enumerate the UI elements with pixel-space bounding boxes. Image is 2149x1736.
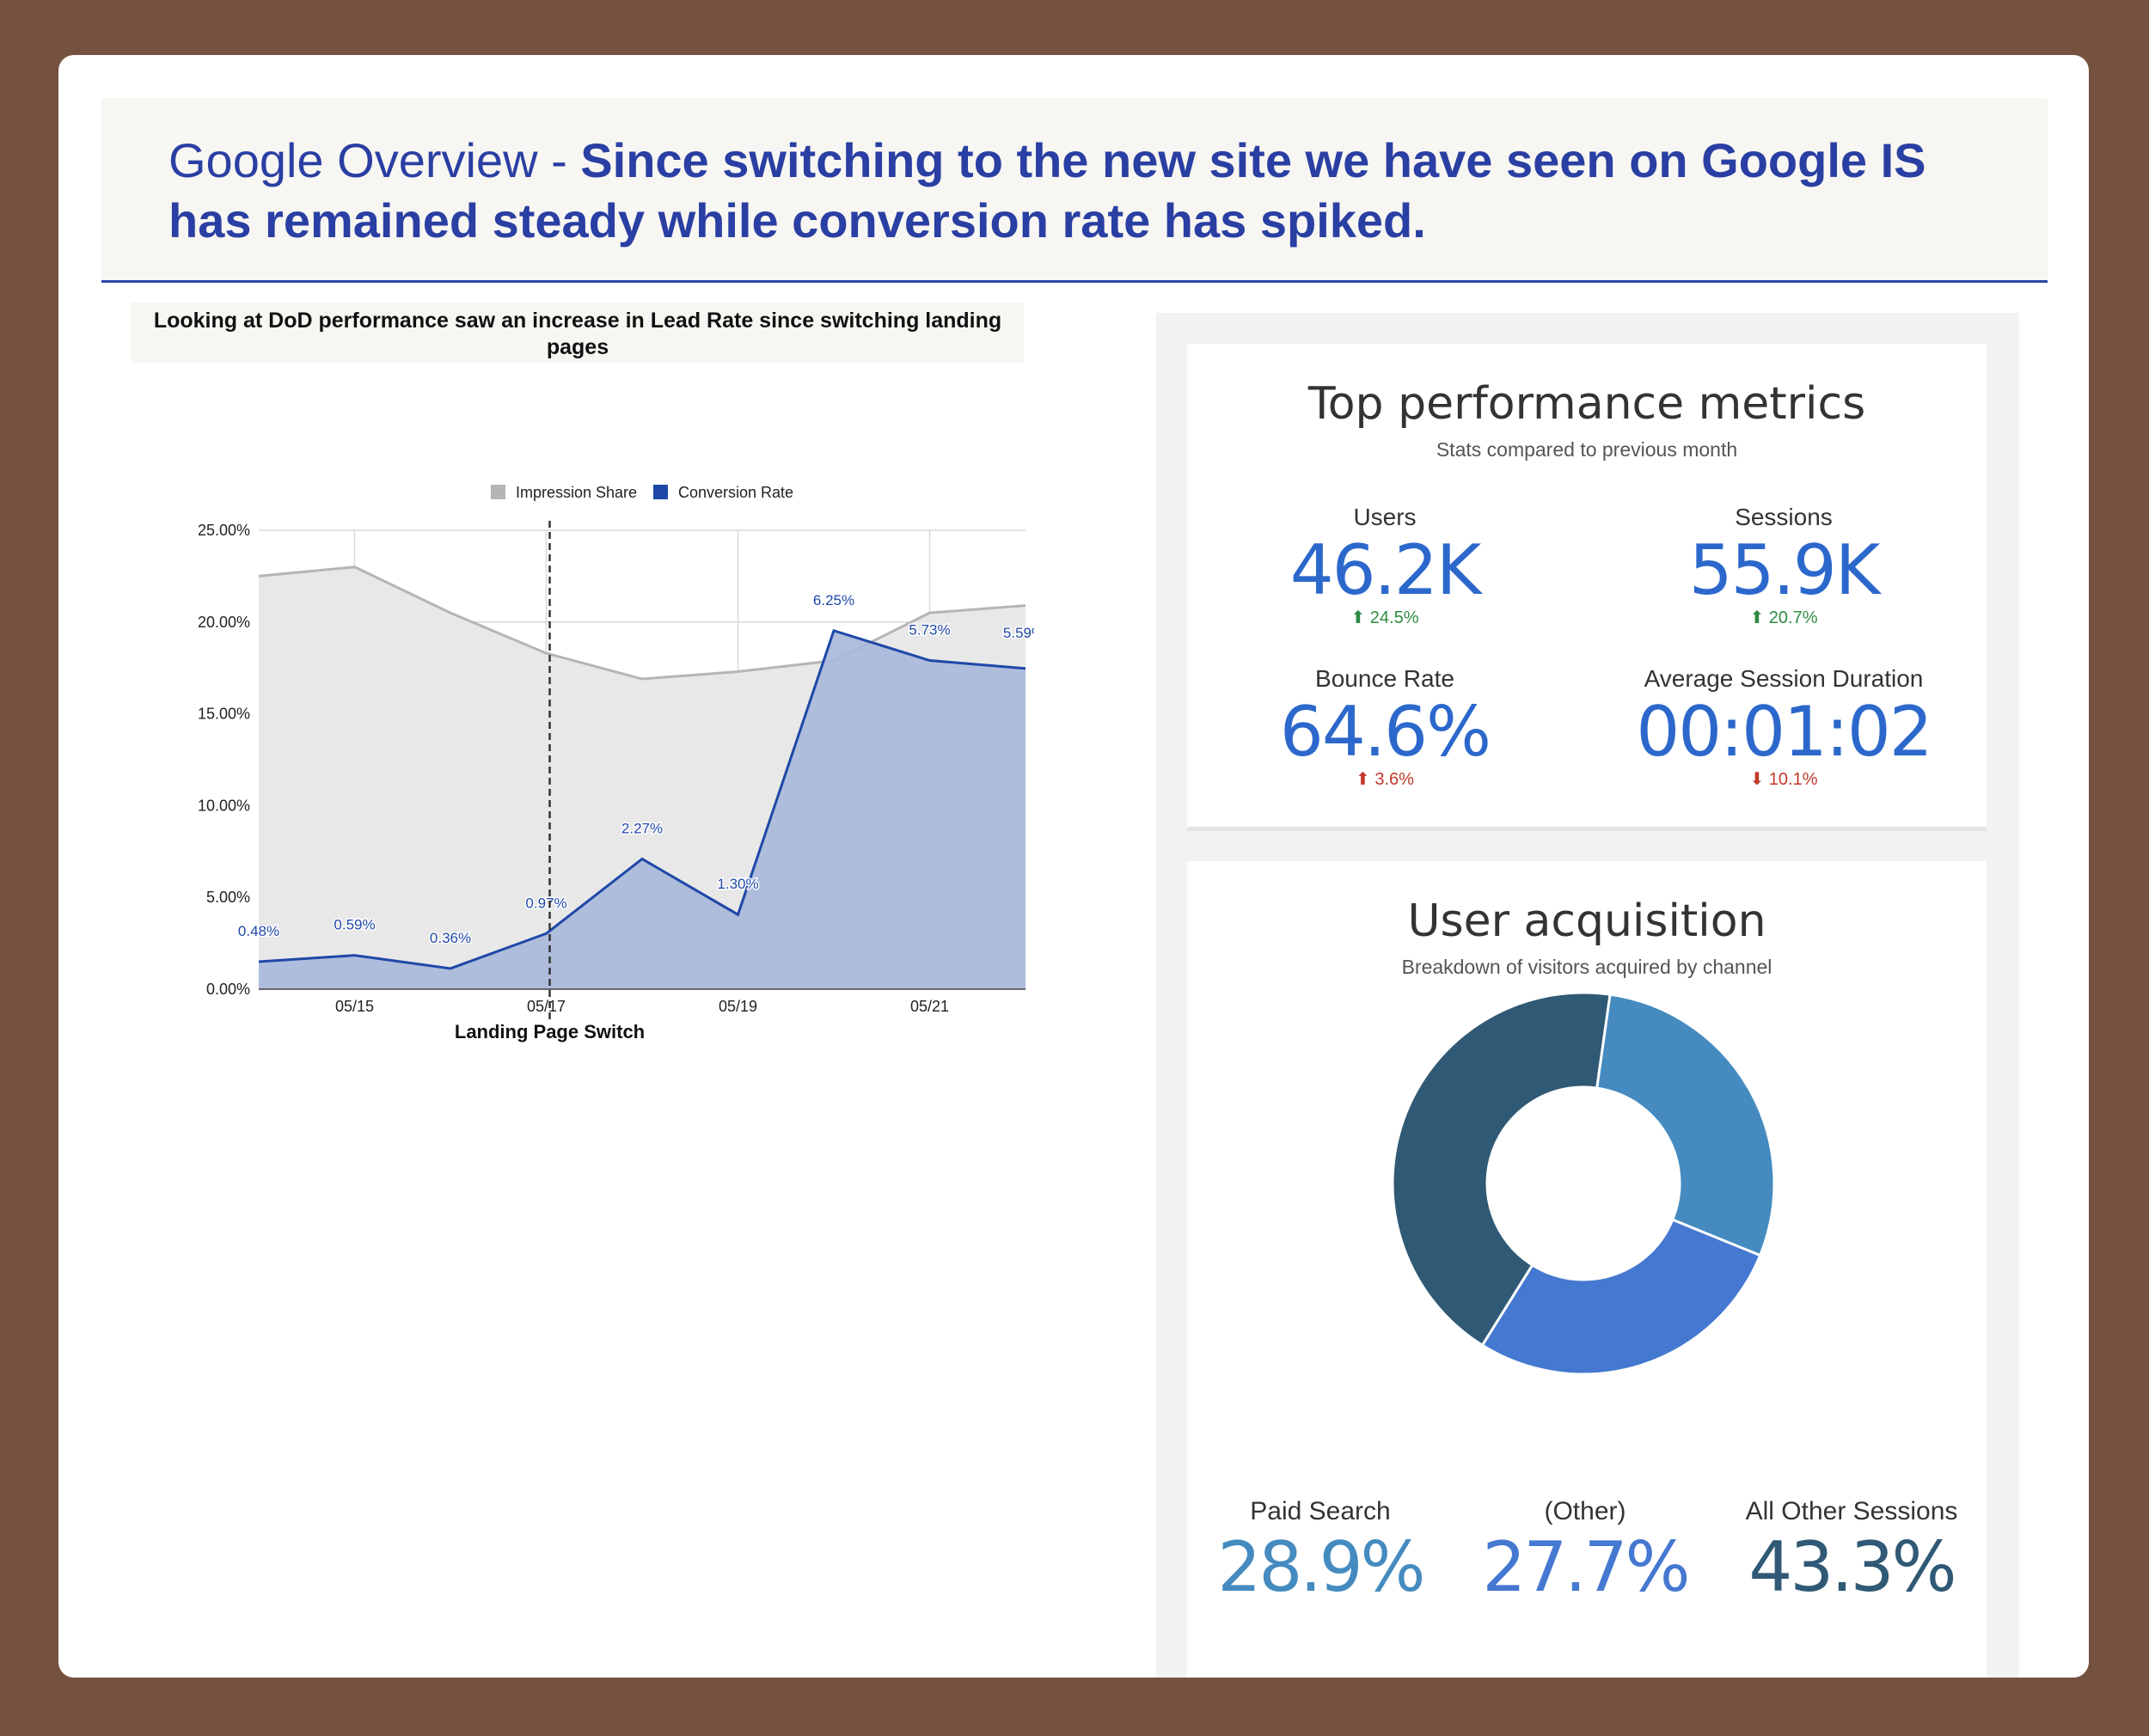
x-tick-label: 05/17 [527, 998, 566, 1015]
metric-value: 64.6% [1279, 692, 1491, 772]
x-tick-label: 05/19 [719, 998, 757, 1015]
data-label: 2.27% [621, 820, 663, 836]
y-left-tick-label: 5.00% [206, 889, 250, 906]
data-label: 0.59% [334, 917, 375, 933]
channel-paid-search: Paid Search 28.9% [1183, 1492, 1458, 1604]
data-label: 0.36% [430, 930, 471, 946]
top-metrics-card: Top performance metrics Stats compared t… [1187, 344, 1987, 831]
metrics-subtitle: Stats compared to previous month [1436, 438, 1738, 461]
metric-value: 55.9K [1688, 530, 1881, 610]
y-left-tick-label: 20.00% [198, 614, 250, 631]
legend-swatch [653, 485, 668, 499]
impression-conversion-chart: Impression Share Conversion Rate 0.00% 5.00… [198, 484, 1034, 1042]
delta-value: 3.6% [1375, 770, 1414, 789]
legend-label: Conversion Rate [678, 484, 793, 501]
data-label: 1.30% [717, 876, 758, 892]
title-headline: Since switching to the new site we have … [168, 133, 1926, 248]
metric-sessions: Sessions 55.9K ⬆ 20.7% [1586, 500, 1981, 629]
acquisition-subtitle: Breakdown of visitors acquired by channe… [1401, 956, 1772, 978]
y-left-tick-label: 0.00% [206, 981, 250, 998]
legend-swatch [491, 485, 505, 499]
metric-label: Sessions [1735, 504, 1833, 530]
acquisition-title: User acquisition [1407, 896, 1766, 947]
channel-label: Paid Search [1250, 1497, 1391, 1525]
legend-label: Impression Share [516, 484, 637, 501]
x-axis-label: Landing Page Switch [455, 1021, 645, 1042]
y-left-tick-label: 10.00% [198, 797, 250, 814]
arrow-down-icon: ⬇ [1749, 770, 1765, 789]
y-left-tick-label: 25.00% [198, 522, 250, 539]
donut-slice-paid-search [1595, 993, 1776, 1257]
user-acquisition-card: User acquisition Breakdown of visitors a… [1187, 861, 1987, 1678]
channel-value: 27.7% [1482, 1527, 1690, 1607]
metric-value: 00:01:02 [1636, 692, 1932, 772]
y-left-tick-label: 15.00% [198, 706, 250, 723]
metric-label: Users [1353, 504, 1417, 530]
arrow-up-icon: ⬆ [1350, 608, 1366, 627]
metric-delta: ⬆ 20.7% [1586, 607, 1981, 629]
x-tick-label: 05/15 [335, 998, 374, 1015]
conversion-rate-area [259, 630, 1026, 989]
impression-share-line [258, 565, 1026, 681]
arrow-up-icon: ⬆ [1356, 770, 1370, 789]
channel-other: (Other) 27.7% [1448, 1492, 1723, 1604]
donut-slice-other [1480, 1218, 1762, 1376]
donut-slice-all-other-sessions [1391, 991, 1612, 1348]
metric-delta: ⬇ 10.1% [1586, 768, 1981, 791]
metric-delta: ⬆ 3.6% [1187, 768, 1583, 791]
x-tick-label: 05/21 [910, 998, 949, 1015]
page-title: Google Overview - Since switching to the… [168, 131, 2017, 251]
channel-value: 43.3% [1748, 1527, 1956, 1607]
metric-value: 46.2K [1289, 530, 1482, 610]
data-label: 0.97% [525, 895, 566, 911]
arrow-up-icon: ⬆ [1749, 608, 1765, 627]
data-label: 5.59% [1003, 625, 1034, 641]
metric-avg-session-duration: Average Session Duration 00:01:02 ⬇ 10.1… [1586, 662, 1981, 791]
delta-value: 20.7% [1768, 608, 1818, 627]
metric-label: Average Session Duration [1644, 665, 1924, 692]
chart-title-box: Looking at DoD performance saw an increa… [132, 303, 1024, 363]
data-label: 5.73% [909, 622, 950, 639]
channel-value: 28.9% [1217, 1527, 1425, 1607]
right-panel: Top performance metrics Stats compared t… [1156, 313, 2019, 1678]
conversion-rate-line [258, 628, 1026, 970]
metric-users: Users 46.2K ⬆ 24.5% [1187, 500, 1583, 629]
delta-value: 10.1% [1768, 770, 1818, 789]
data-label: 6.25% [813, 592, 854, 608]
title-prefix: Google Overview - [168, 133, 581, 187]
metric-label: Bounce Rate [1315, 665, 1454, 692]
channel-all-other-sessions: All Other Sessions 43.3% [1714, 1492, 1989, 1604]
chart-title: Looking at DoD performance saw an increa… [153, 309, 1002, 359]
data-label: 0.48% [238, 923, 279, 939]
metrics-title: Top performance metrics [1307, 378, 1866, 430]
metric-bounce-rate: Bounce Rate 64.6% ⬆ 3.6% [1187, 662, 1583, 791]
channel-label: All Other Sessions [1745, 1497, 1958, 1525]
metric-delta: ⬆ 24.5% [1187, 607, 1583, 629]
dashboard-card: Google Overview - Since switching to the… [58, 55, 2089, 1678]
channel-label: (Other) [1544, 1497, 1626, 1525]
delta-value: 24.5% [1369, 608, 1419, 627]
acquisition-donut-chart [1391, 991, 1776, 1376]
header-banner: Google Overview - Since switching to the… [101, 98, 2048, 283]
